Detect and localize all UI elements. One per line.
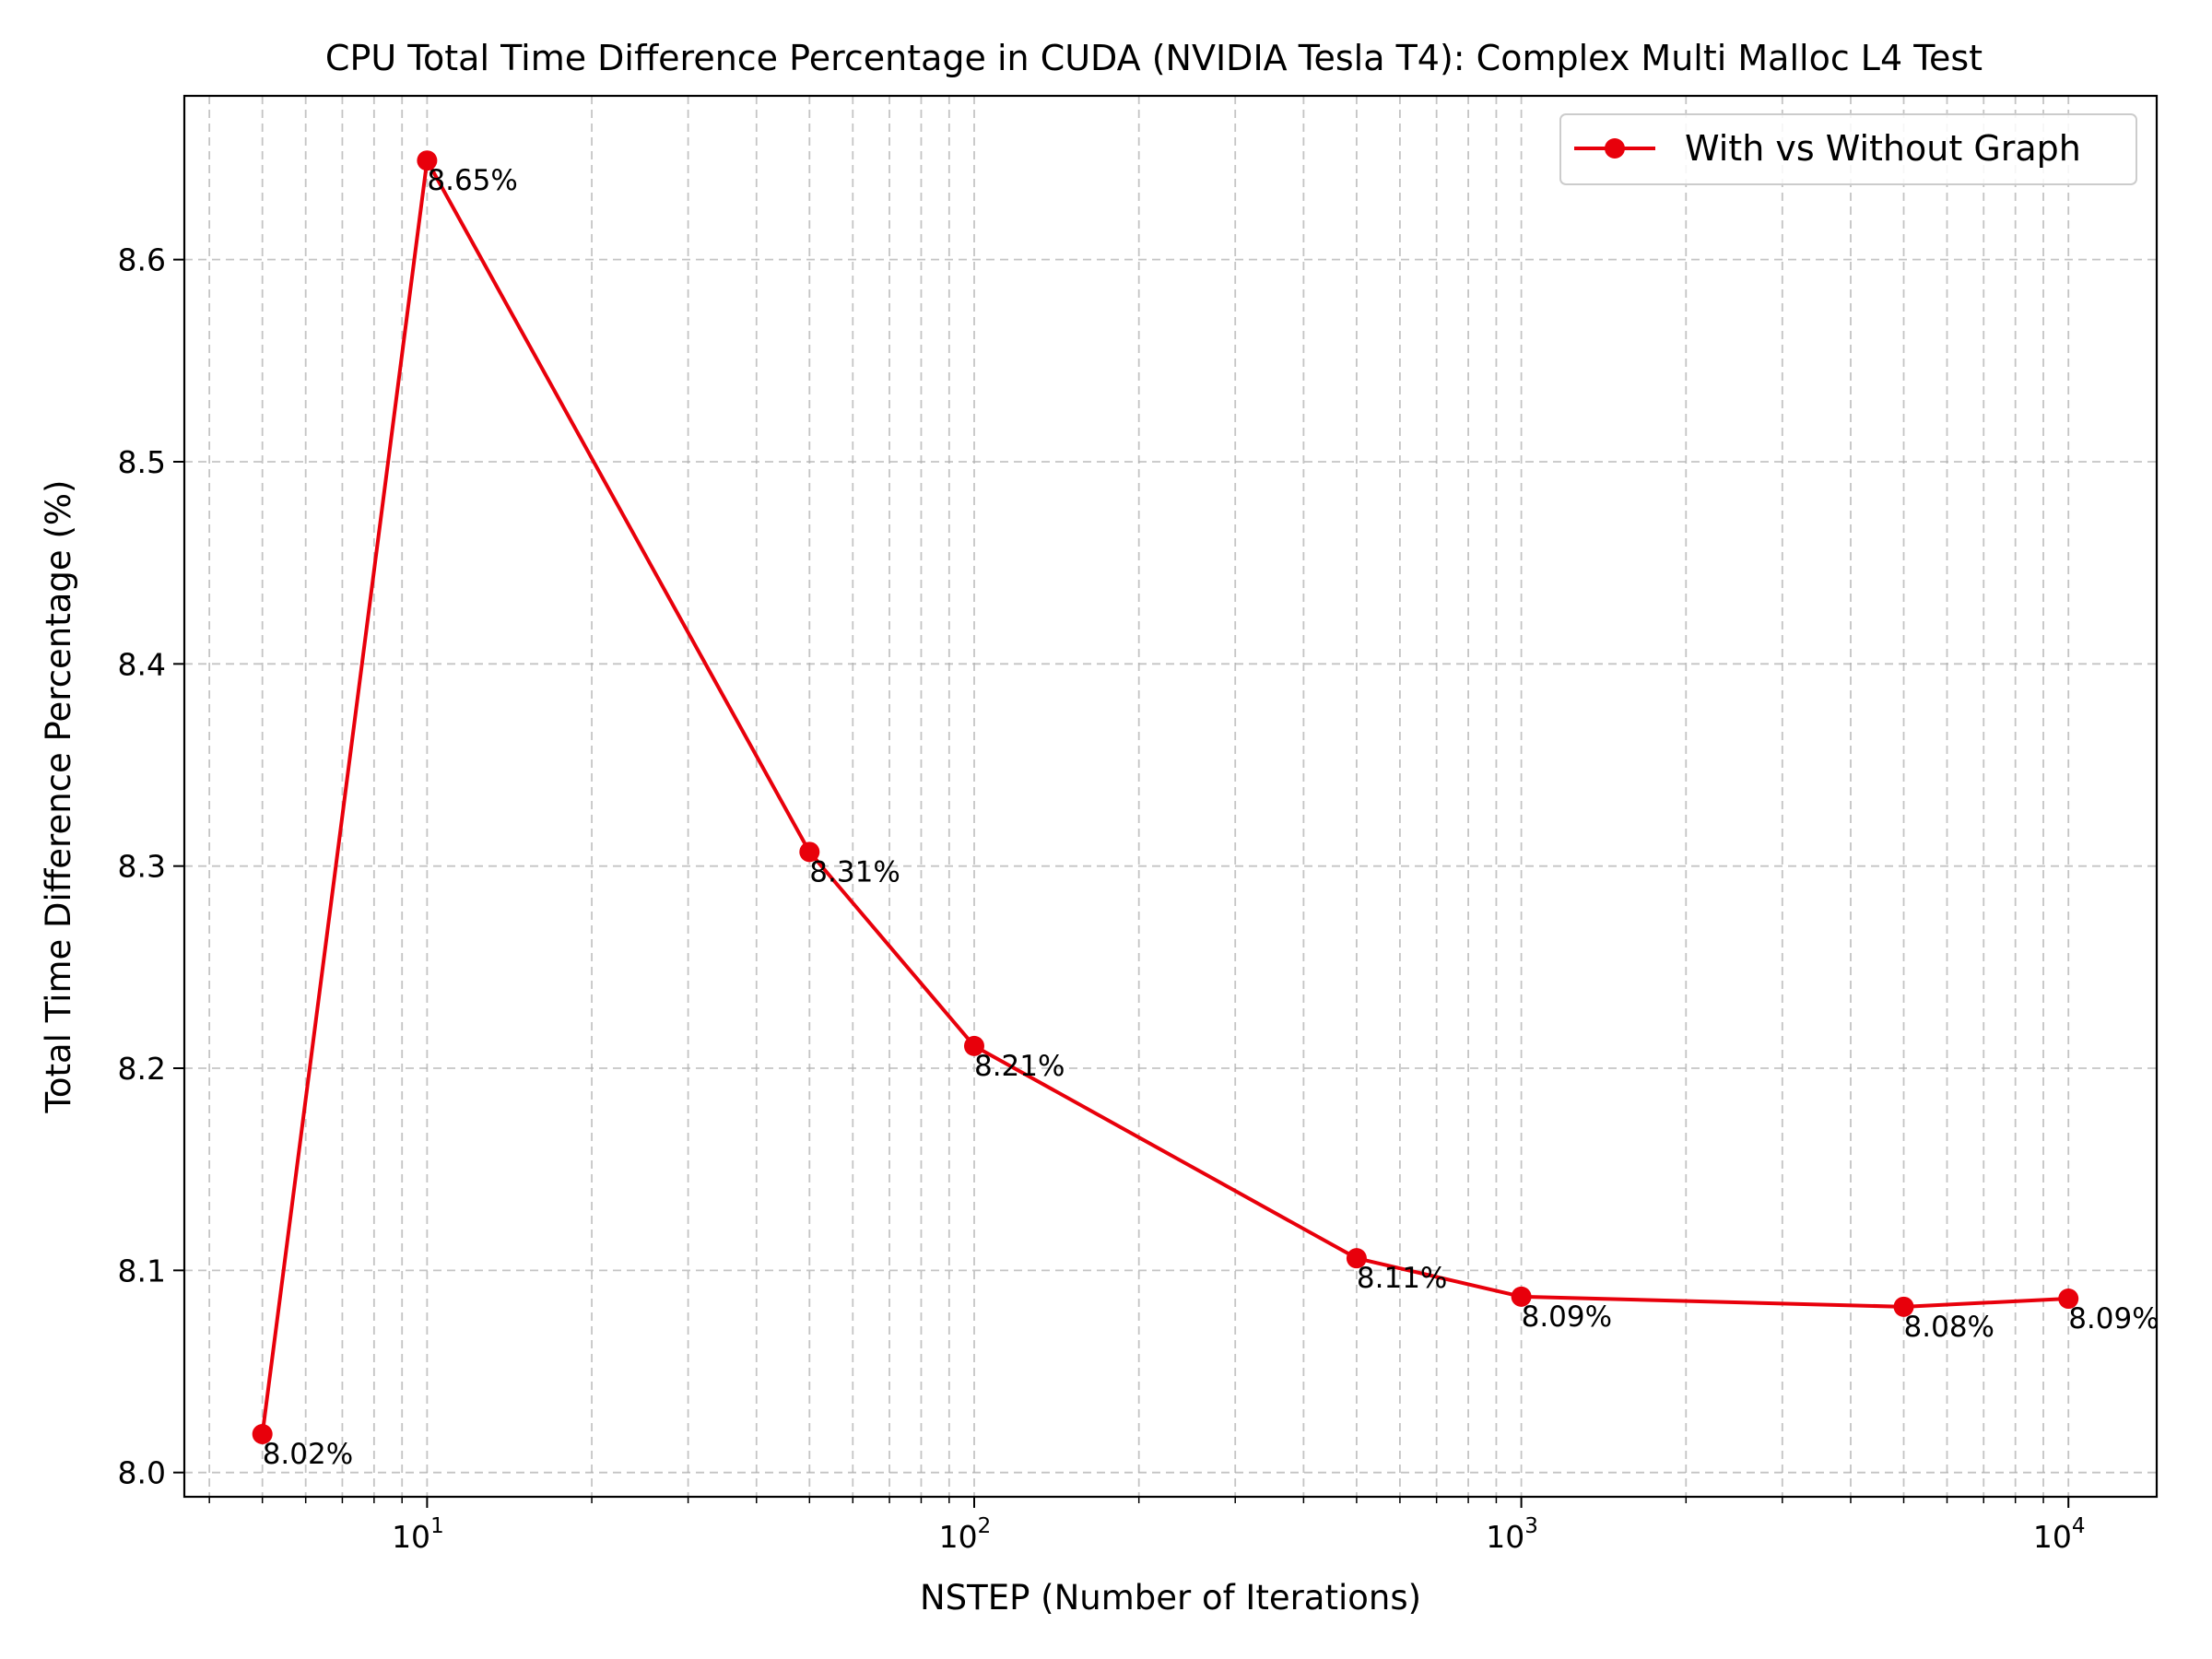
legend-marker-swatch	[1605, 138, 1625, 159]
data-label: 8.11%	[1357, 1262, 1447, 1295]
chart-title: CPU Total Time Difference Percentage in …	[325, 38, 1983, 78]
y-tick-label: 8.3	[118, 849, 166, 885]
data-point	[252, 1424, 273, 1445]
y-tick-label: 8.5	[118, 444, 166, 480]
legend: With vs Without Graph	[1559, 113, 2137, 185]
grid	[184, 96, 2157, 1497]
data-label: 8.65%	[427, 164, 517, 197]
data-label: 8.09%	[2068, 1302, 2159, 1335]
legend-box	[1559, 113, 2137, 185]
y-tick-label: 8.4	[118, 646, 166, 682]
y-tick-label: 8.6	[118, 242, 166, 278]
data-label: 8.02%	[263, 1438, 353, 1471]
data-point	[2058, 1288, 2079, 1310]
x-tick-label: 102	[939, 1514, 992, 1555]
data-label: 8.31%	[809, 855, 900, 888]
y-tick-label: 8.0	[118, 1455, 166, 1491]
axis-ticks: 101 102 103 104 8.0 8.1 8.2 8.3 8.4 8.5 8.6	[118, 242, 2086, 1555]
data-point	[963, 1035, 984, 1056]
data-point	[1893, 1296, 1914, 1317]
y-tick-label: 8.1	[118, 1253, 166, 1288]
x-axis-label: NSTEP (Number of Iterations)	[920, 1578, 1421, 1618]
x-tick-label: 104	[2033, 1514, 2086, 1555]
x-tick-label: 103	[1486, 1514, 1538, 1555]
series-layer: 8.02% 8.65% 8.31% 8.21% 8.11% 8.09% 8.08% 8.09%	[252, 150, 2159, 1471]
series-line	[260, 159, 2069, 1435]
data-point	[1346, 1248, 1367, 1269]
legend-entry-label: With vs Without Graph	[1685, 128, 2081, 169]
data-point	[417, 150, 438, 171]
y-axis-label: Total Time Difference Percentage (%)	[39, 480, 78, 1114]
data-label: 8.21%	[974, 1050, 1065, 1083]
plot-frame	[182, 94, 2159, 1499]
data-point	[1511, 1286, 1532, 1307]
y-tick-label: 8.2	[118, 1051, 166, 1087]
data-label: 8.09%	[1522, 1300, 1612, 1334]
x-tick-label: 101	[392, 1514, 444, 1555]
data-point	[799, 841, 820, 863]
data-label: 8.08%	[1904, 1311, 1994, 1344]
